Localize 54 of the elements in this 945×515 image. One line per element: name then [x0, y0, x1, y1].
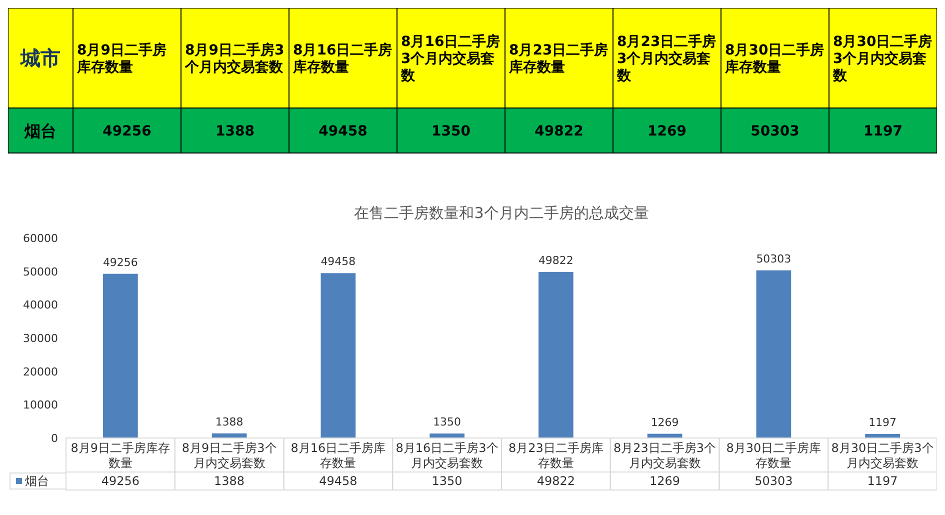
data-label: 50303 [754, 474, 793, 488]
x-tick-label: 8月30日二手房3个月内交易套数 [832, 33, 932, 84]
x-tick-label: 8月9日二手房库存数量 [70, 441, 170, 470]
y-tick-label: 20000 [23, 365, 58, 378]
chart-title: 在售二手房数量和3个月内二手房的总成交量 [354, 204, 649, 222]
data-label: 1350 [432, 474, 462, 488]
x-tick-label: 8月16日二手房3个月内交易套数 [396, 441, 498, 470]
y-tick-label: 30000 [23, 332, 58, 345]
x-tick-label: 8月23日二手房库存数量 [508, 42, 608, 76]
x-tick-label: 8月16日二手房库存数量 [290, 441, 386, 470]
bar [756, 270, 792, 438]
data-label: 1269 [648, 124, 686, 140]
data-label: 1197 [864, 124, 902, 140]
data-label: 1388 [216, 124, 254, 140]
x-tick-label: 8月23日二手房3个月内交易套数 [614, 441, 716, 470]
y-tick-label: 60000 [23, 232, 58, 245]
data-label: 1197 [867, 474, 898, 488]
x-tick-label: 8月30日二手房库存数量 [724, 42, 824, 76]
text: 1388 [215, 415, 244, 428]
data-label: 49256 [101, 474, 140, 488]
text: 49458 [320, 255, 356, 268]
bar [320, 273, 356, 438]
y-axis-title: 城市 [20, 46, 60, 70]
x-tick-label: 8月30日二手房3个月内交易套数 [831, 441, 934, 470]
data-label: 49822 [534, 124, 584, 140]
data-label: 1269 [650, 474, 680, 488]
x-tick-label: 8月30日二手房库存数量 [726, 441, 822, 470]
bar [103, 274, 138, 438]
y-tick-label: 烟台 [24, 122, 56, 140]
y-tick-label: 50000 [23, 265, 58, 278]
x-tick-label: 8月16日二手房3个月内交易套数 [400, 33, 500, 84]
text: 49256 [102, 256, 138, 269]
data-label: 1388 [214, 474, 245, 488]
x-tick-label: 8月23日二手房库存数量 [508, 441, 604, 470]
y-tick-label: 0 [51, 432, 58, 445]
x-tick-label: 8月16日二手房库存数量 [292, 42, 392, 76]
data-label: 49256 [102, 124, 152, 140]
data-label: 49822 [536, 474, 576, 488]
text: 49822 [538, 254, 574, 267]
data-label: 50303 [750, 124, 800, 140]
text: 50303 [756, 252, 792, 266]
text: 1197 [868, 416, 897, 430]
data-label: 49458 [319, 474, 358, 488]
y-tick-label: 40000 [23, 298, 58, 312]
data-label: 1350 [432, 124, 471, 140]
text: 1269 [650, 416, 679, 429]
data-label: 49458 [318, 124, 368, 140]
x-tick-label: 8月23日二手房3个月内交易套数 [616, 33, 716, 84]
text: 1350 [433, 416, 462, 428]
x-tick-label: 8月9日二手房库存数量 [76, 42, 166, 76]
x-tick-label: 8月9日二手房3个月内交易套数 [184, 42, 284, 76]
bar [538, 272, 574, 438]
x-tick-label: 8月9日二手房3个月内交易套数 [182, 441, 277, 470]
y-tick-label: 10000 [23, 398, 58, 412]
